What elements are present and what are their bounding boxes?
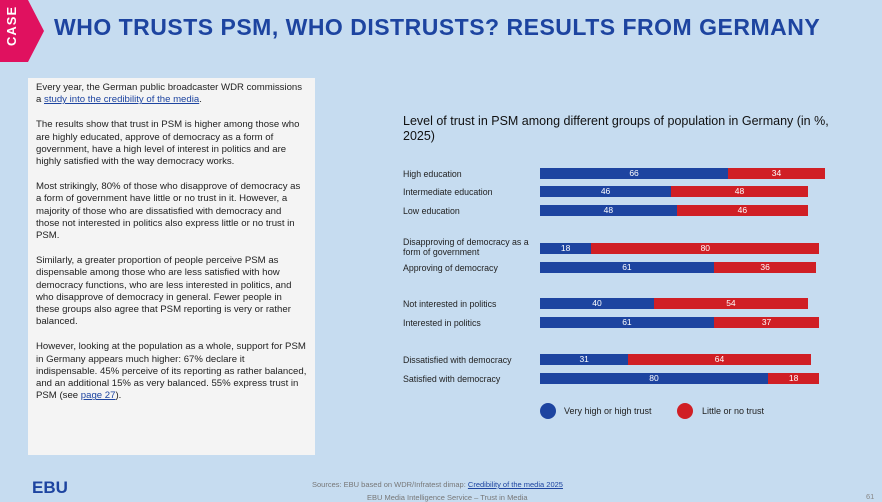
- trust-bar: 66: [540, 168, 729, 179]
- category-label: Low education: [403, 206, 460, 216]
- case-tag: CASE: [0, 0, 44, 62]
- category-label: Interested in politics: [403, 318, 481, 328]
- paragraph-3: Most strikingly, 80% of those who disapp…: [36, 181, 301, 242]
- distrust-bar: 54: [654, 298, 808, 309]
- category-label: Disapproving of democracy as a form of g…: [403, 237, 529, 257]
- category-label: Not interested in politics: [403, 299, 497, 309]
- category-label: Approving of democracy: [403, 263, 498, 273]
- distrust-bar: 46: [676, 205, 808, 216]
- category-label: Dissatisfied with democracy: [403, 355, 512, 365]
- trust-bar: 61: [540, 262, 714, 273]
- legend-trust-label: Very high or high trust: [564, 406, 652, 416]
- distrust-bar: 34: [728, 168, 825, 179]
- distrust-bar: 64: [628, 354, 811, 365]
- footer-service: EBU Media Intelligence Service – Trust i…: [367, 493, 528, 502]
- case-label: CASE: [4, 5, 19, 46]
- trust-bar: 80: [540, 373, 768, 384]
- trust-bar: 31: [540, 354, 629, 365]
- study-link[interactable]: study into the credibility of the media: [44, 94, 200, 106]
- source-link[interactable]: Credibility of the media 2025: [467, 480, 563, 489]
- page-27-link[interactable]: page 27: [80, 390, 116, 402]
- text: ).: [115, 390, 122, 402]
- paragraph-5: However, looking at the population as a …: [36, 341, 307, 402]
- paragraph-2: The results show that trust in PSM is hi…: [36, 119, 300, 168]
- distrust-bar: 37: [713, 317, 820, 328]
- text: .: [199, 94, 202, 106]
- paragraph-1: Every year, the German public broadcaste…: [36, 82, 307, 106]
- trust-bar: 40: [540, 298, 654, 309]
- distrust-bar: 48: [671, 186, 808, 197]
- category-label: High education: [403, 169, 462, 179]
- ebu-logo: EBU: [32, 478, 68, 497]
- text: However, looking at the population as a …: [36, 341, 307, 402]
- page-number: 61: [866, 492, 875, 501]
- paragraph-4: Similarly, a greater proportion of peopl…: [36, 255, 292, 328]
- text: Every year, the German public broadcaste…: [36, 82, 303, 106]
- trust-bar: 48: [540, 205, 677, 216]
- chart-title: Level of trust in PSM among different gr…: [403, 114, 829, 143]
- page-title: WHO TRUSTS PSM, WHO DISTRUSTS? RESULTS F…: [54, 14, 821, 40]
- trust-bar: 18: [540, 243, 592, 254]
- distrust-bar: 80: [591, 243, 820, 254]
- trust-bar: 61: [540, 317, 714, 328]
- text-panel: Every year, the German public broadcaste…: [28, 78, 315, 455]
- category-label: Intermediate education: [403, 187, 493, 197]
- legend-distrust-label: Little or no trust: [702, 406, 765, 416]
- legend-trust-swatch: [540, 403, 556, 419]
- legend-distrust-swatch: [677, 403, 693, 419]
- distrust-bar: 36: [713, 262, 817, 273]
- text: Sources: EBU based on WDR/Infratest dima…: [312, 480, 468, 489]
- category-label: Satisfied with democracy: [403, 374, 501, 384]
- footer-source: Sources: EBU based on WDR/Infratest dima…: [312, 480, 563, 489]
- trust-bar: 46: [540, 186, 672, 197]
- distrust-bar: 18: [768, 373, 820, 384]
